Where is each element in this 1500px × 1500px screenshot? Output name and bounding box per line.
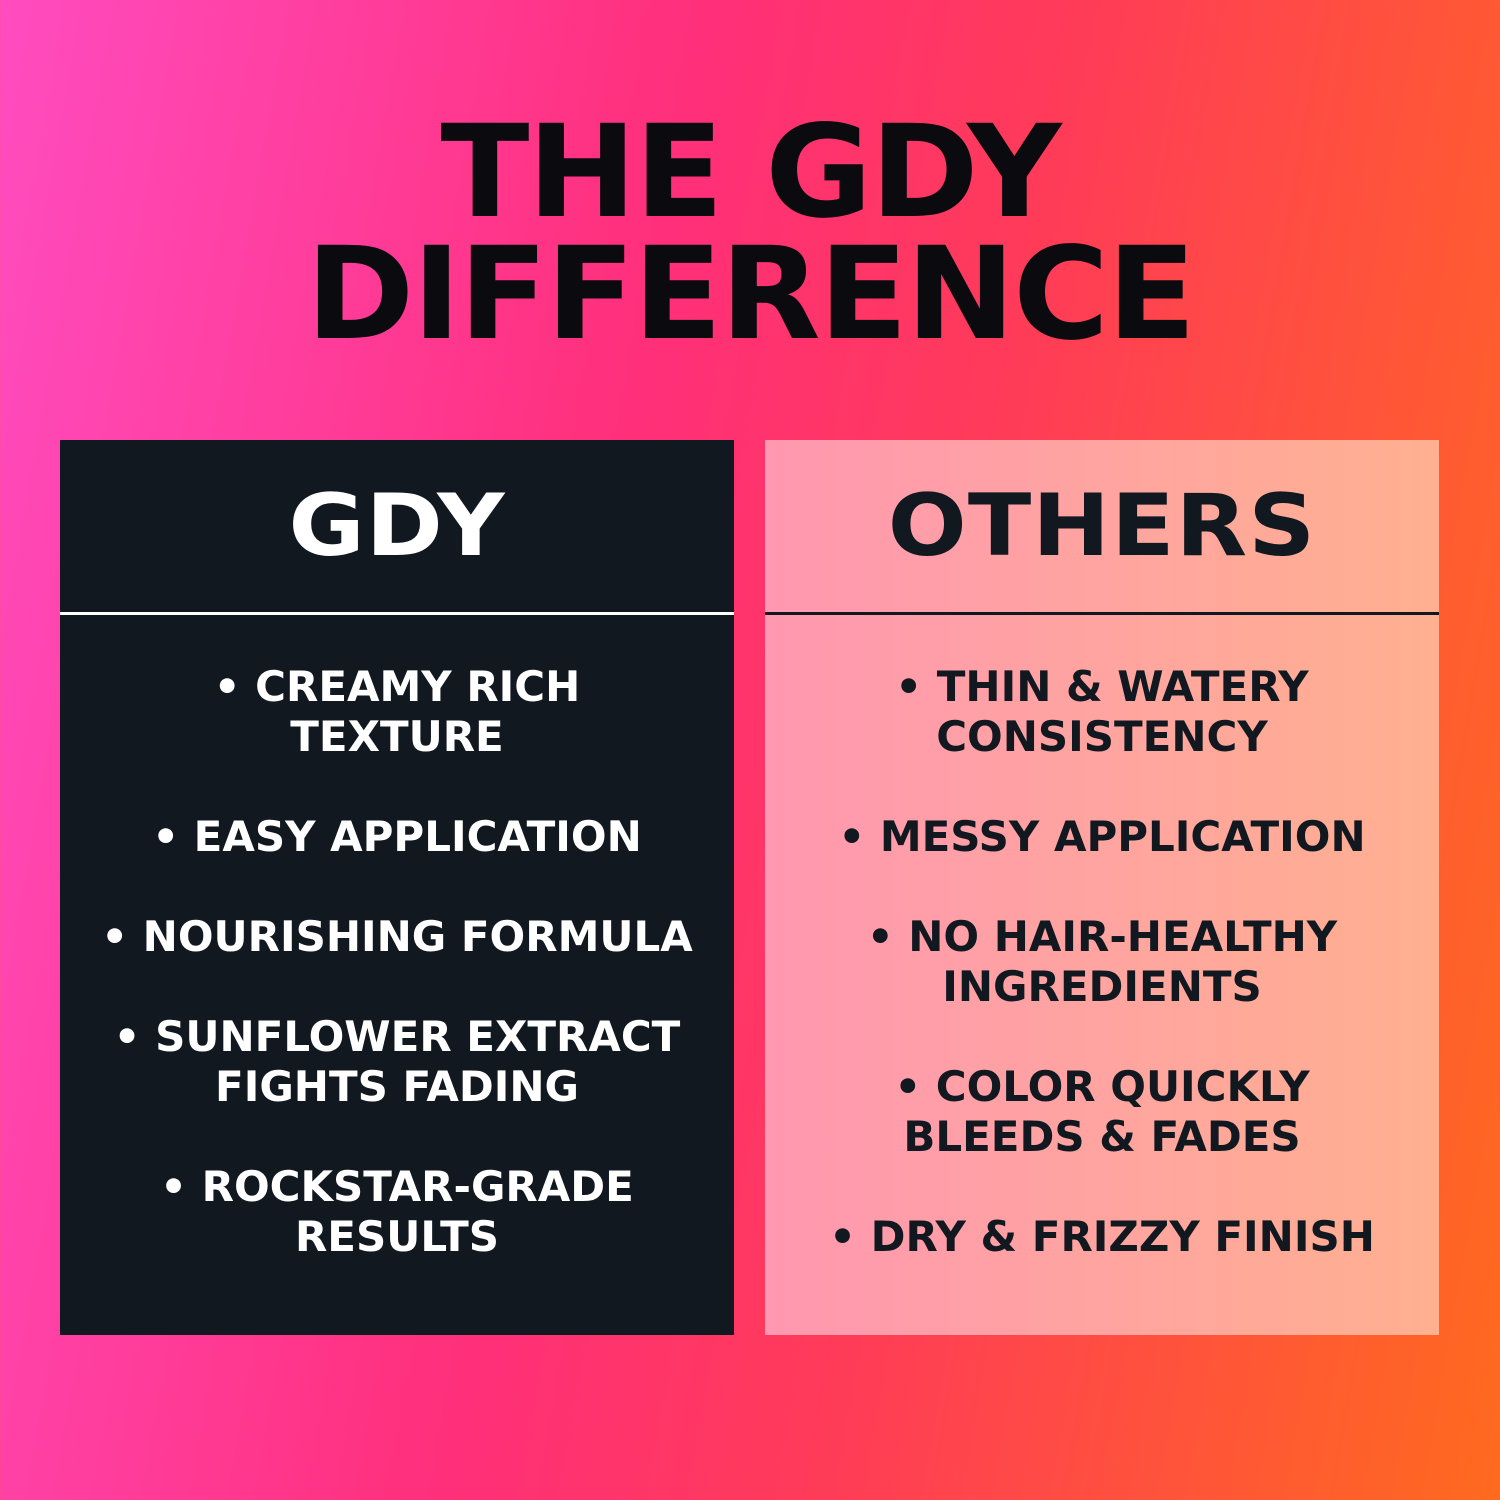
list-item: • ROCKSTAR-GRADE RESULTS <box>160 1162 634 1261</box>
list-item: • SUNFLOWER EXTRACT FIGHTS FADING <box>113 1012 681 1111</box>
title-line-2: DIFFERENCE <box>305 220 1196 369</box>
page-title: THE GDY DIFFERENCE <box>0 98 1500 369</box>
list-item: • THIN & WATERY CONSISTENCY <box>895 662 1309 761</box>
others-column: OTHERS • THIN & WATERY CONSISTENCY • MES… <box>765 440 1439 1335</box>
list-item: • EASY APPLICATION <box>152 812 642 861</box>
list-item: • CREAMY RICH TEXTURE <box>213 662 581 761</box>
list-item: • COLOR QUICKLY BLEEDS & FADES <box>894 1062 1310 1161</box>
list-item: • MESSY APPLICATION <box>838 812 1366 861</box>
gdy-list: • CREAMY RICH TEXTURE • EASY APPLICATION… <box>60 662 734 1312</box>
others-divider <box>765 612 1439 615</box>
list-item: • DRY & FRIZZY FINISH <box>829 1212 1375 1261</box>
gdy-column: GDY • CREAMY RICH TEXTURE • EASY APPLICA… <box>60 440 734 1335</box>
others-heading: OTHERS <box>887 476 1317 576</box>
others-list: • THIN & WATERY CONSISTENCY • MESSY APPL… <box>765 662 1439 1312</box>
list-item: • NOURISHING FORMULA <box>101 912 693 961</box>
title-line-1: THE GDY <box>440 98 1061 247</box>
gdy-divider <box>60 612 734 615</box>
gdy-heading: GDY <box>288 476 506 576</box>
list-item: • NO HAIR-HEALTHY INGREDIENTS <box>866 912 1338 1011</box>
